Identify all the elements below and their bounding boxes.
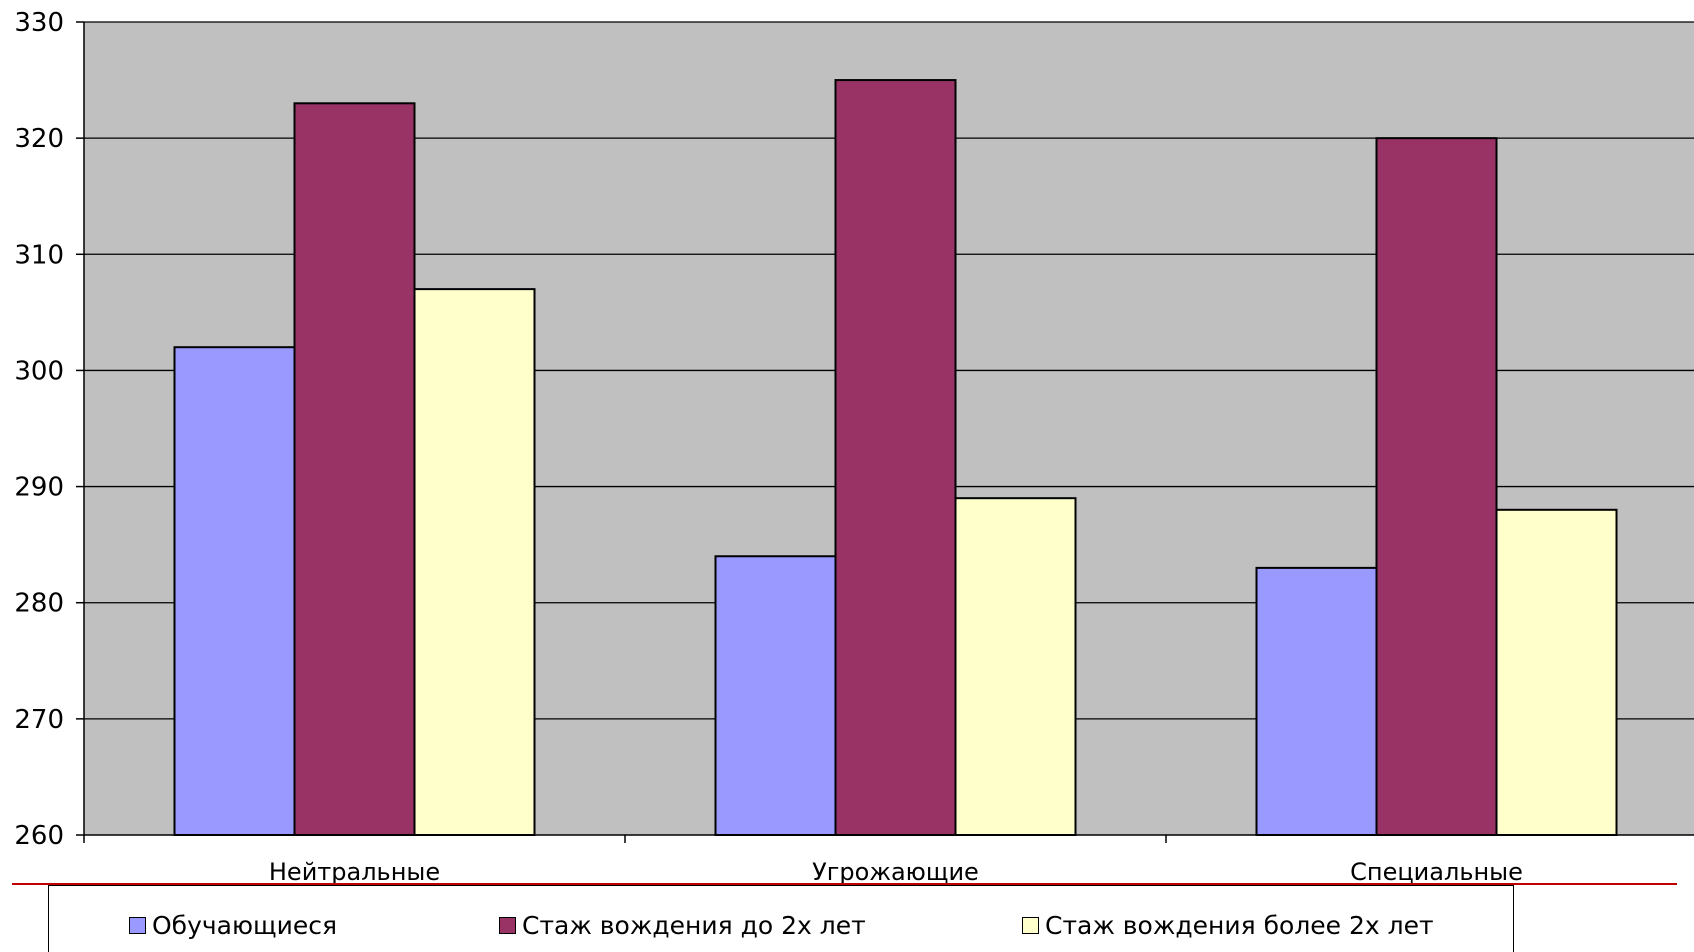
legend: Обучающиеся Стаж вождения до 2х лет Стаж… [48, 885, 1514, 952]
x-category-label: Нейтральные [269, 858, 440, 886]
bar [834, 79, 957, 837]
legend-item-over-2y: Стаж вождения более 2х лет [1022, 911, 1434, 940]
y-tick-label: 320 [14, 124, 64, 154]
y-tick-label: 330 [14, 8, 64, 38]
legend-label-under-2y: Стаж вождения до 2х лет [522, 911, 866, 940]
legend-swatch-students [129, 917, 146, 934]
x-axis-categories: Нейтральные Угрожающие Специальные [269, 858, 1523, 886]
legend-item-students: Обучающиеся [129, 911, 337, 940]
y-tick-label: 270 [14, 705, 64, 735]
divider-line [12, 883, 1677, 885]
bar [413, 288, 536, 836]
y-tick-label: 280 [14, 589, 64, 619]
legend-label-over-2y: Стаж вождения более 2х лет [1045, 911, 1434, 940]
y-tick-label: 300 [14, 356, 64, 386]
legend-label-students: Обучающиеся [152, 911, 337, 940]
y-tick-label: 290 [14, 473, 64, 503]
y-tick-label: 310 [14, 240, 64, 270]
bar [173, 346, 296, 836]
legend-item-under-2y: Стаж вождения до 2х лет [499, 911, 866, 940]
bars [173, 79, 1618, 837]
y-axis-ticks: 260 270 280 290 300 310 320 330 [14, 8, 84, 851]
x-category-label: Специальные [1350, 858, 1523, 886]
axes [83, 22, 1694, 843]
bar [954, 497, 1077, 836]
bar [1495, 508, 1618, 836]
x-category-label: Угрожающие [812, 858, 979, 886]
bar [714, 555, 837, 836]
bar [1375, 137, 1498, 836]
legend-swatch-over-2y [1022, 917, 1039, 934]
legend-swatch-under-2y [499, 917, 516, 934]
bar [1255, 566, 1378, 836]
y-tick-label: 260 [14, 821, 64, 851]
bar [293, 102, 416, 837]
